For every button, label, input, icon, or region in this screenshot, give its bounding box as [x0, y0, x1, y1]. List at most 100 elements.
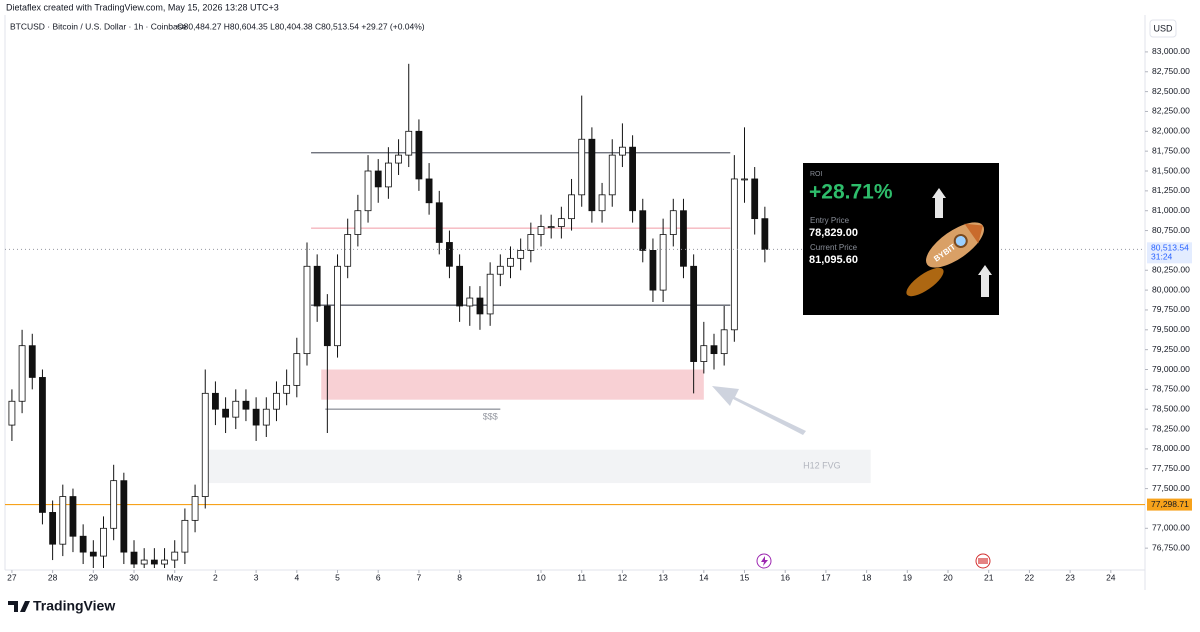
candle-body — [659, 234, 667, 291]
candle-body — [629, 146, 636, 212]
candle-body — [100, 527, 107, 557]
candle-body — [730, 178, 738, 331]
candle-body — [639, 210, 647, 251]
x-tick-label: 4 — [294, 572, 299, 582]
ohlc: O80,484.27 H80,604.35 L80,404.38 C80,513… — [177, 21, 425, 31]
level-label: $$$ — [483, 412, 498, 422]
card-title: ROI — [810, 171, 823, 178]
candle-body — [313, 265, 321, 307]
x-tick-label: 15 — [740, 572, 750, 582]
event-icon-glyph — [761, 556, 768, 566]
candle-body — [273, 392, 280, 410]
candle-body — [446, 242, 453, 267]
x-tick-label: 5 — [335, 572, 340, 582]
candle-body — [130, 551, 138, 565]
y-tick-label: 78,000.00 — [1152, 443, 1190, 453]
entry-label: Entry Price — [810, 216, 850, 225]
x-tick-label: 29 — [89, 572, 99, 582]
candle-body — [303, 265, 311, 355]
x-tick-label: 17 — [821, 572, 831, 582]
logo-text: TradingView — [33, 598, 115, 614]
candle-body — [252, 408, 260, 426]
candle-body — [18, 345, 26, 402]
y-tick-label: 82,500.00 — [1152, 86, 1190, 96]
candle-body — [8, 400, 16, 426]
y-tick-label: 79,500.00 — [1152, 324, 1190, 334]
x-tick-label: 3 — [254, 572, 259, 582]
x-tick-label: May — [167, 572, 184, 582]
candle-body — [456, 265, 464, 307]
credit: Dietaflex created with TradingView.com, … — [6, 2, 279, 12]
y-tick-label: 83,000.00 — [1152, 46, 1190, 56]
candle-body — [150, 559, 158, 565]
y-tick-label: 79,000.00 — [1152, 364, 1190, 374]
candle-body — [39, 377, 46, 513]
y-tick-label: 81,000.00 — [1152, 205, 1190, 215]
zone — [321, 369, 704, 400]
x-tick-label: 20 — [943, 572, 953, 582]
y-tick-label: 82,250.00 — [1152, 106, 1190, 116]
y-tick-label: 82,000.00 — [1152, 126, 1190, 136]
candle-body — [578, 138, 586, 196]
candle-body — [568, 194, 575, 220]
x-tick-label: 2 — [213, 572, 218, 582]
candle-body — [700, 345, 708, 362]
x-tick-label: 16 — [780, 572, 790, 582]
candle-body — [547, 226, 555, 228]
x-tick-label: 11 — [577, 572, 586, 582]
candle-body — [293, 353, 301, 386]
entry-value: 78,829.00 — [809, 227, 858, 239]
roi-value: +28.71% — [809, 181, 893, 204]
candle-body — [608, 154, 616, 196]
candle-body — [395, 154, 402, 164]
x-tick-label: 14 — [699, 572, 709, 582]
x-tick-label: 7 — [417, 572, 422, 582]
y-tick-label: 81,250.00 — [1152, 185, 1190, 195]
up-arrow — [978, 265, 992, 297]
y-tick-label: 78,500.00 — [1152, 403, 1190, 413]
currency-box[interactable] — [1149, 19, 1177, 38]
arrow — [712, 386, 806, 435]
candle-body — [171, 551, 179, 561]
y-tick-label: 80,750.00 — [1152, 225, 1190, 235]
candle-body — [120, 480, 128, 553]
candle-body — [751, 178, 759, 220]
y-tick-label: 79,250.00 — [1152, 344, 1190, 354]
y-tick-label: 76,750.00 — [1152, 542, 1190, 552]
y-tick-label: 77,750.00 — [1152, 463, 1190, 473]
candle-body — [517, 250, 525, 259]
candle-body — [486, 273, 494, 315]
currency: USD — [1153, 23, 1173, 33]
y-tick-label: 77,500.00 — [1152, 483, 1190, 493]
candle-body — [334, 265, 341, 347]
x-tick-label: 28 — [48, 572, 58, 582]
candle-body — [222, 408, 229, 418]
current-value: 81,095.60 — [809, 254, 858, 266]
candle-body — [425, 178, 433, 204]
candle-body — [710, 345, 718, 355]
candle-body — [89, 551, 97, 557]
plot: H12 FVG $$$ — [5, 63, 1145, 568]
candle-body — [201, 392, 209, 497]
candle-body — [680, 210, 687, 267]
x-tick-label: 21 — [984, 572, 994, 582]
y-tick-label: 78,250.00 — [1152, 423, 1190, 433]
countdown: 31:24 — [1151, 252, 1173, 262]
candle-body — [344, 234, 352, 267]
candle-body — [598, 194, 606, 212]
candle-body — [466, 297, 474, 307]
candle-body — [49, 512, 57, 545]
x-tick-label: 27 — [7, 572, 17, 582]
candle-body — [619, 146, 626, 156]
candle-body — [28, 345, 36, 378]
candle-body — [110, 480, 118, 529]
candle-body — [496, 265, 504, 275]
candle-body — [262, 408, 270, 426]
x-tick-label: 6 — [376, 572, 381, 582]
y-tick-label: 77,000.00 — [1152, 523, 1190, 533]
roi-card: ROI +28.71% Entry Price 78,829.00 Curren… — [803, 163, 999, 315]
credit-bar — [0, 0, 1200, 15]
candle-body — [161, 559, 168, 565]
